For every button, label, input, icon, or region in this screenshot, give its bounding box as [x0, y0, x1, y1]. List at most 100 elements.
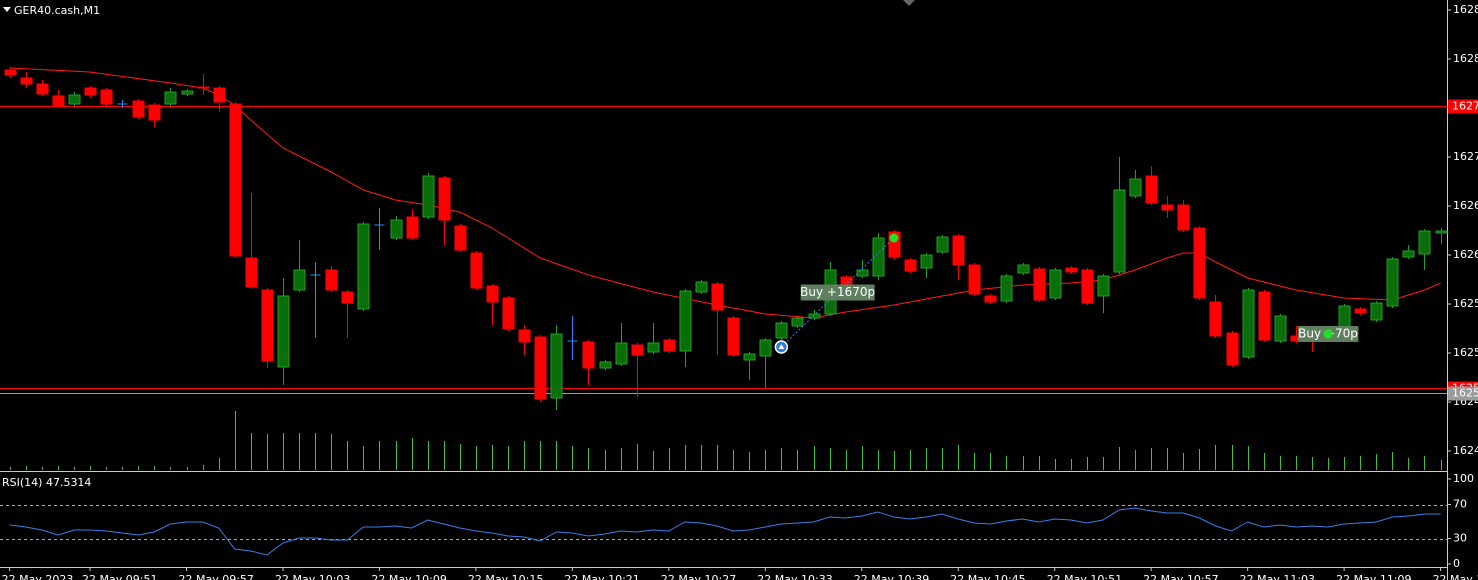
candle-body	[1033, 268, 1046, 301]
candle-body	[1274, 315, 1287, 342]
y-tick-label: 16264.5	[1453, 248, 1478, 261]
candle-body	[775, 322, 788, 339]
candle-body	[486, 285, 499, 303]
trade-label: Buy +1670p	[800, 285, 875, 299]
candle-body	[1242, 289, 1255, 358]
y-tick-label: 16254.7	[1453, 346, 1478, 359]
candle-body	[952, 235, 965, 266]
y-tick-label: 16269.4	[1453, 199, 1478, 212]
candle-body	[936, 236, 949, 253]
candle-body	[1129, 178, 1142, 197]
level-label: 16279.4	[1452, 100, 1478, 113]
level-box	[1448, 99, 1478, 114]
candle-body	[679, 290, 692, 352]
moving-average	[9, 67, 1441, 319]
candle-body	[181, 90, 194, 95]
candle-body	[52, 95, 65, 107]
candle-body	[132, 100, 145, 118]
candle-body	[1193, 227, 1206, 299]
window-menu-icon[interactable]	[3, 7, 11, 12]
candle-body	[808, 313, 821, 319]
rsi-title: RSI(14) 47.5314	[2, 476, 91, 489]
rsi-line	[9, 507, 1441, 556]
candle-body	[759, 339, 772, 357]
candle-body	[743, 353, 756, 361]
chart-title: GER40.cash,M1	[14, 4, 100, 17]
candle-body	[1418, 230, 1431, 255]
candle-body	[791, 317, 804, 327]
candle-body	[261, 289, 274, 362]
candle-body	[1000, 275, 1013, 302]
level-box	[1448, 386, 1478, 401]
candle-body	[856, 269, 869, 277]
x-tick-label: 22 May 10:45	[950, 573, 1025, 580]
candle-body	[904, 259, 917, 272]
x-tick-label: 22 May 10:03	[275, 573, 350, 580]
x-tick-label: 22 May 10:15	[468, 573, 543, 580]
x-tick-label: 22 May 10:33	[757, 573, 832, 580]
candle-body	[197, 86, 210, 89]
candle-body	[1113, 189, 1126, 273]
candle-body	[422, 175, 435, 218]
rsi-tick-label: 30	[1453, 532, 1467, 545]
x-tick-label: 22 May 10:27	[661, 573, 736, 580]
candle-body	[164, 91, 177, 105]
candle-body	[390, 219, 403, 239]
rsi-tick-label: 0	[1453, 557, 1460, 570]
candle-body	[711, 283, 724, 311]
candle-body	[872, 237, 885, 277]
shift-marker	[903, 0, 915, 6]
candle-body	[518, 329, 531, 343]
trade-exit	[889, 233, 899, 243]
candle-body	[1370, 302, 1383, 321]
candle-body	[454, 225, 467, 251]
candle-body	[1097, 275, 1110, 297]
x-tick-label: 22 May 09:57	[179, 573, 254, 580]
candle-body	[1386, 258, 1399, 307]
candle-body	[631, 344, 644, 356]
candle-body	[647, 342, 660, 353]
candle-body	[20, 77, 33, 85]
candle-body	[213, 87, 226, 103]
candle-body	[1226, 332, 1239, 366]
y-tick-label: 16289	[1453, 3, 1478, 16]
rsi-tick-label: 70	[1453, 498, 1467, 511]
candle-body	[534, 336, 547, 400]
candle-body	[582, 341, 595, 369]
candle-body	[293, 269, 306, 291]
candle-body	[325, 269, 338, 291]
candle-body	[1049, 269, 1062, 299]
x-tick-label: 22 May 09:51	[82, 573, 157, 580]
candle-body	[1402, 250, 1415, 258]
candle-body	[502, 297, 515, 330]
y-tick-label: 16274.3	[1453, 150, 1478, 163]
candle-body	[1161, 204, 1174, 211]
candle-body	[550, 333, 563, 399]
candle-body	[599, 361, 612, 369]
x-tick-label: 22 May 2023	[2, 573, 74, 580]
trade-entry-arrow	[778, 344, 785, 349]
candle-body	[968, 264, 981, 295]
candle-body	[341, 291, 354, 304]
candle-body	[984, 295, 997, 303]
candle-body	[695, 281, 708, 293]
candle-body	[1145, 175, 1158, 204]
candle-body	[470, 252, 483, 289]
candle-body	[1081, 269, 1094, 304]
trade-exit	[1323, 329, 1333, 339]
candle-body	[920, 254, 933, 269]
x-tick-label: 22 May 10:09	[371, 573, 446, 580]
candle-body	[1065, 267, 1078, 273]
candle-body	[1017, 264, 1030, 274]
x-tick-label: 22 May 10:57	[1143, 573, 1218, 580]
y-tick-label: 16259.6	[1453, 297, 1478, 310]
trade-label-box	[800, 284, 875, 301]
candle-body	[840, 276, 853, 286]
x-tick-label: 22 May 10:39	[854, 573, 929, 580]
candle-body	[36, 83, 49, 95]
candle-body	[100, 89, 113, 105]
x-tick-label: 22 May 10:21	[564, 573, 639, 580]
level-label: 16250.7	[1452, 387, 1478, 400]
candle-body	[1354, 308, 1367, 314]
